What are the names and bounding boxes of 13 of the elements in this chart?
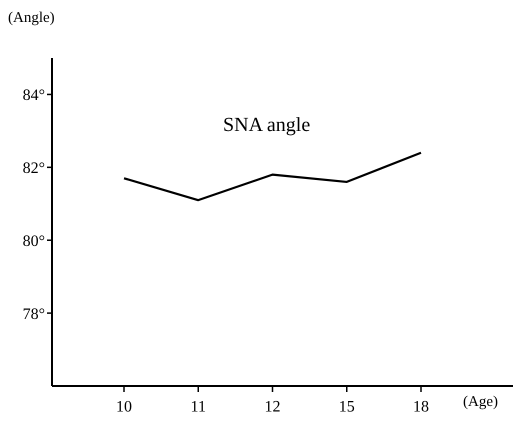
y-tick-label: 80° (22, 232, 45, 250)
x-tick-label: 18 (413, 398, 429, 416)
y-tick-label: 82° (22, 160, 45, 178)
x-tick-label: 12 (264, 398, 280, 416)
x-tick-label: 15 (338, 398, 355, 416)
y-tick-label: 78° (22, 306, 45, 323)
y-tick-label: 84° (22, 87, 45, 104)
y-axis-title: (Angle) (8, 10, 55, 27)
x-tick-label: 10 (116, 398, 132, 416)
annotation: SNA angle (223, 114, 310, 137)
x-tick-label: 11 (190, 398, 206, 416)
x-axis-title: (Age) (463, 394, 498, 411)
line-series (122, 152, 422, 202)
